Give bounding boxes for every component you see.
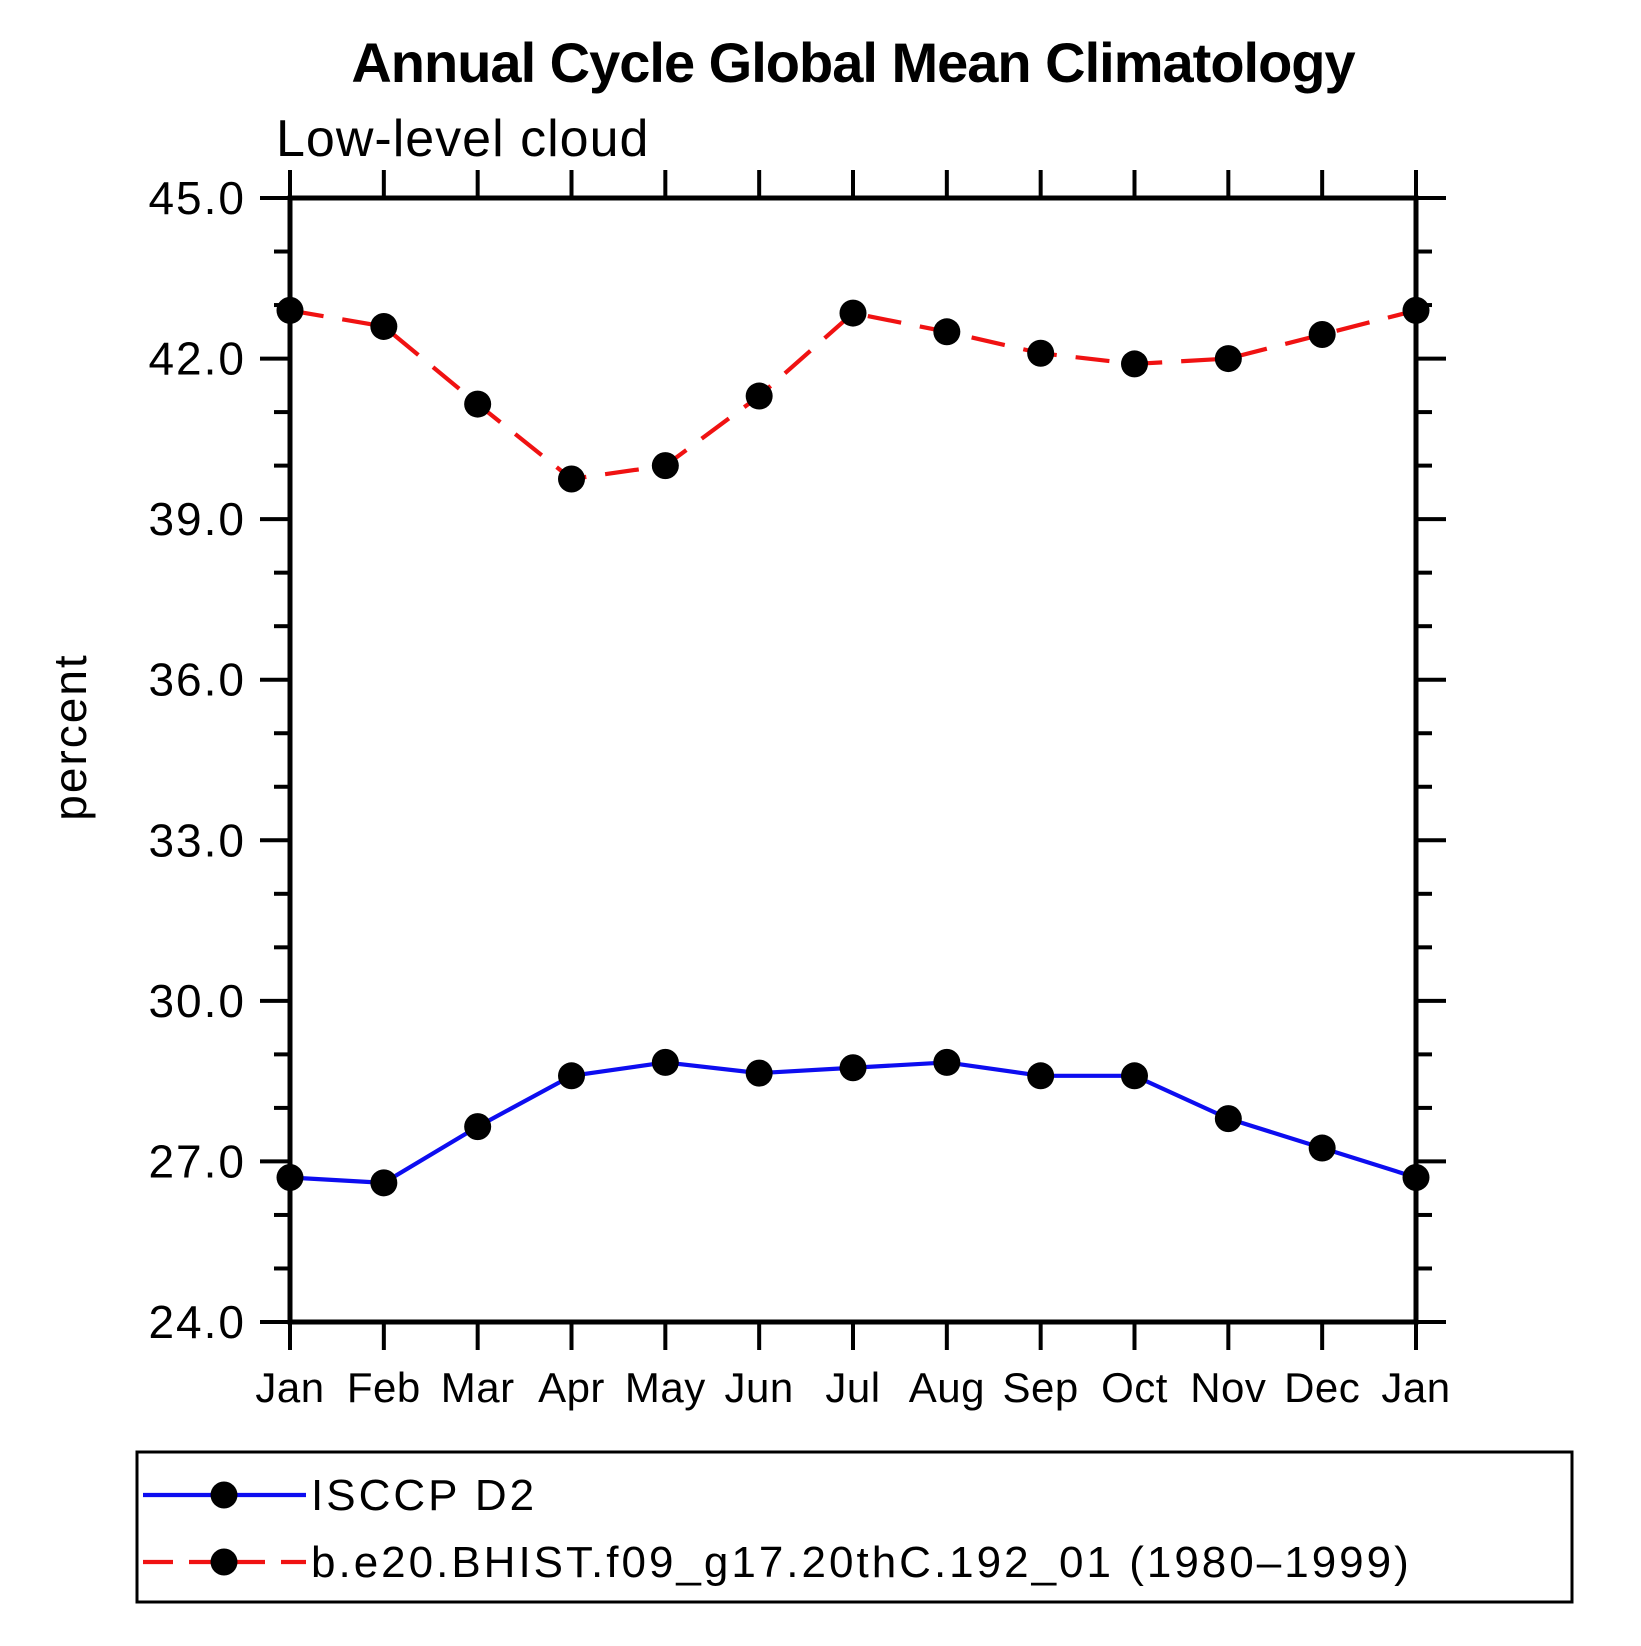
x-axis-month-label: Jan (1381, 1364, 1450, 1411)
y-axis-tick-label: 42.0 (148, 333, 246, 385)
data-point-marker (1308, 320, 1336, 348)
data-point-marker (839, 299, 867, 327)
y-axis-tick-label: 33.0 (148, 814, 246, 866)
data-point-marker (745, 1059, 773, 1087)
legend-marker-1 (210, 1548, 238, 1576)
x-axis-month-label: Apr (538, 1364, 605, 1411)
data-point-marker (1402, 296, 1430, 324)
x-axis-month-label: Jun (725, 1364, 794, 1411)
x-axis-month-label: Mar (441, 1364, 515, 1411)
y-axis-tick-label: 36.0 (148, 654, 246, 706)
data-point-marker (370, 1169, 398, 1197)
data-point-marker (745, 382, 773, 410)
x-axis-month-label: Feb (347, 1364, 421, 1411)
x-axis-month-label: May (625, 1364, 706, 1411)
x-axis-month-label: Dec (1284, 1364, 1360, 1411)
data-point-marker (464, 390, 492, 418)
legend-box (135, 1450, 1574, 1604)
data-point-marker (1214, 1105, 1242, 1133)
x-axis-month-label: Oct (1101, 1364, 1168, 1411)
data-point-marker (839, 1054, 867, 1082)
chart-subtitle: Low-level cloud (276, 110, 649, 168)
x-axis-month-label: Jan (255, 1364, 324, 1411)
x-axis-month-label: Sep (1003, 1364, 1079, 1411)
data-point-marker (1308, 1134, 1336, 1162)
data-point-marker (1027, 339, 1055, 367)
chart-title: Annual Cycle Global Mean Climatology (351, 31, 1355, 94)
x-axis-month-label: Aug (909, 1364, 985, 1411)
series-line-1 (289, 308, 1417, 482)
data-point-marker (370, 312, 398, 340)
data-point-marker (651, 452, 679, 480)
data-point-marker (651, 1048, 679, 1076)
data-point-marker (933, 1048, 961, 1076)
data-point-marker (1402, 1163, 1430, 1191)
y-axis-tick-label: 45.0 (148, 172, 246, 224)
data-point-marker (276, 1163, 304, 1191)
legend-label-0: ISCCP D2 (311, 1471, 537, 1520)
data-point-marker (558, 1062, 585, 1090)
y-axis-tick-label: 39.0 (148, 493, 246, 545)
data-point-marker (276, 296, 304, 324)
plot-frame (287, 195, 1419, 1325)
data-point-marker (1027, 1062, 1055, 1090)
legend-label-1: b.e20.BHIST.f09_g17.20thC.192_01 (1980–1… (311, 1538, 1412, 1587)
y-axis-tick-label: 27.0 (148, 1135, 246, 1187)
data-point-marker (464, 1113, 492, 1141)
plot-area: 24.0 27.0 30.0 33.0 36.0 39.0 42.0 45.0 Jan Feb Ma… (135, 170, 1574, 1604)
x-axis-month-label: Nov (1190, 1364, 1266, 1411)
data-point-marker (933, 318, 961, 346)
data-point-marker (1121, 350, 1148, 378)
y-axis-tick-label: 24.0 (148, 1296, 246, 1348)
x-axis-month-label: Jul (825, 1364, 880, 1411)
axis-ticks (260, 170, 1446, 1350)
data-point-marker (1214, 345, 1242, 373)
data-point-marker (558, 465, 585, 493)
data-point-marker (1121, 1062, 1148, 1090)
y-axis-tick-label: 30.0 (148, 975, 246, 1027)
legend-marker-0 (210, 1481, 238, 1509)
y-axis-title: percent (44, 653, 96, 820)
